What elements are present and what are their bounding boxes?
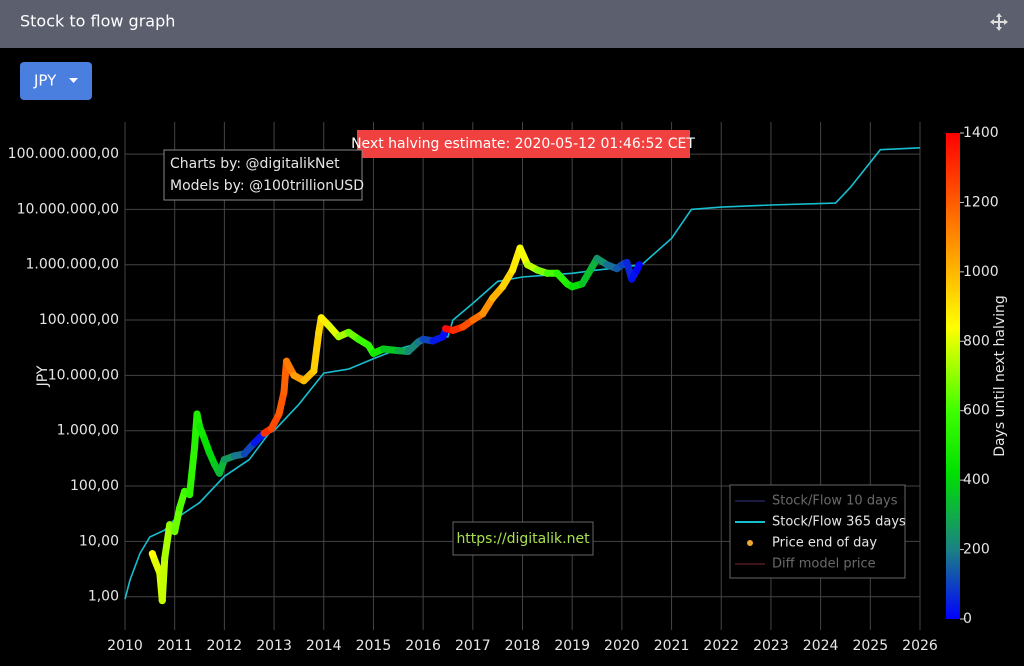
colorbar-tick-label: 600 xyxy=(963,403,990,419)
y-tick-label: 1.000,00 xyxy=(57,423,119,439)
x-tick-label: 2022 xyxy=(703,638,739,654)
move-icon[interactable] xyxy=(990,13,1008,31)
colorbar-tick-label: 1400 xyxy=(963,125,999,141)
y-tick-label: 100.000,00 xyxy=(39,312,119,328)
legend-label[interactable]: Stock/Flow 10 days xyxy=(772,494,898,509)
price-segment xyxy=(161,521,174,562)
halving-annotation-box xyxy=(357,130,690,158)
x-tick-label: 2014 xyxy=(306,638,342,654)
x-tick-label: 2025 xyxy=(852,638,888,654)
y-axis-label: JPY xyxy=(35,365,51,387)
halving-annotation: Next halving estimate: 2020-05-12 01:46:… xyxy=(351,136,695,152)
y-tick-label: 100,00 xyxy=(70,478,119,494)
x-tick-label: 2026 xyxy=(902,638,938,654)
legend-symbol[interactable] xyxy=(747,540,753,546)
x-tick-label: 2010 xyxy=(107,638,143,654)
x-tick-label: 2018 xyxy=(505,638,541,654)
x-tick-label: 2023 xyxy=(753,638,789,654)
dropdown-label[interactable]: JPY xyxy=(33,72,57,90)
x-tick-label: 2013 xyxy=(256,638,292,654)
sf-line xyxy=(124,147,921,600)
price-segment xyxy=(275,388,288,418)
y-tick-label: 100.000.000,00 xyxy=(8,146,119,162)
dropdown-caret[interactable] xyxy=(69,78,78,83)
colorbar-tick-label: 400 xyxy=(963,472,990,488)
colorbar-tick-label: 1000 xyxy=(963,264,999,280)
x-tick-label: 2016 xyxy=(405,638,441,654)
url-box xyxy=(452,521,594,556)
y-tick-label: 10.000,00 xyxy=(48,367,119,383)
currency-dropdown[interactable] xyxy=(20,62,92,100)
x-tick-label: 2011 xyxy=(157,638,193,654)
colorbar-tick-label: 800 xyxy=(963,333,990,349)
x-tick-label: 2020 xyxy=(604,638,640,654)
url-annotation: https://digitalik.net xyxy=(456,531,590,547)
price-segment xyxy=(158,554,169,605)
legend-label[interactable]: Diff model price xyxy=(772,557,876,572)
y-tick-label: 1,00 xyxy=(88,589,119,605)
x-tick-label: 2017 xyxy=(455,638,491,654)
colorbar-tick-label: 200 xyxy=(963,542,990,558)
header-bar xyxy=(0,0,1024,48)
credits-models: Models by: @100trillionUSD xyxy=(170,178,364,194)
legend-box xyxy=(729,484,906,579)
x-tick-label: 2019 xyxy=(554,638,590,654)
colorbar-tick-label: 1200 xyxy=(963,194,999,210)
y-tick-label: 1.000.000,00 xyxy=(25,257,119,273)
price-segment xyxy=(186,443,199,499)
price-segment xyxy=(310,328,323,375)
x-tick-label: 2015 xyxy=(356,638,392,654)
price-segment xyxy=(171,504,184,536)
header-title: Stock to flow graph xyxy=(20,12,175,31)
legend-label[interactable]: Stock/Flow 365 days xyxy=(772,515,906,530)
credits-charts: Charts by: @digitalikNet xyxy=(170,156,340,172)
x-tick-label: 2024 xyxy=(803,638,839,654)
price-point xyxy=(635,261,643,269)
y-tick-label: 10.000.000,00 xyxy=(17,201,119,217)
colorbar-title: Days until next halving xyxy=(992,295,1008,457)
x-tick-label: 2012 xyxy=(207,638,243,654)
colorbar xyxy=(946,133,960,619)
colorbar-tick-label: 0 xyxy=(963,611,972,627)
x-tick-label: 2021 xyxy=(654,638,690,654)
credits-box xyxy=(163,149,363,201)
legend-label[interactable]: Price end of day xyxy=(772,536,877,551)
y-tick-label: 10,00 xyxy=(79,533,119,549)
